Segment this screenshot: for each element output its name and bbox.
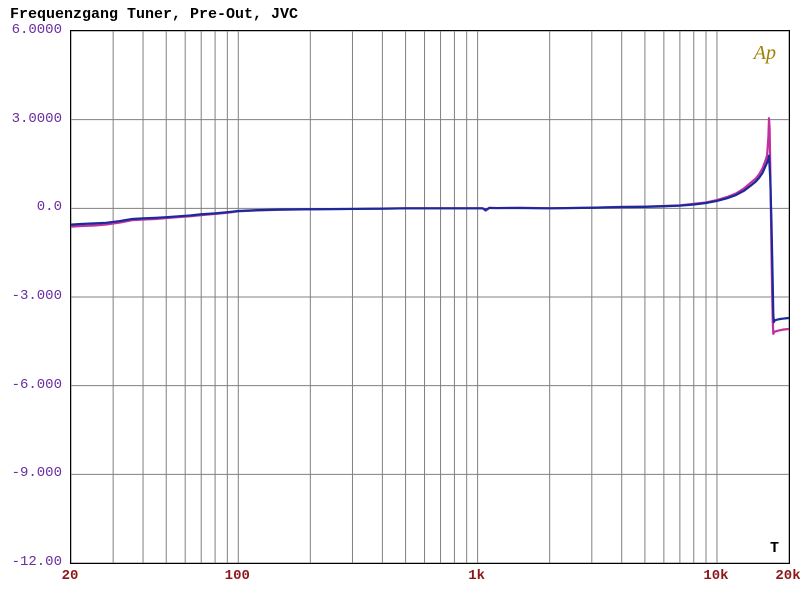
y-tick-label: -6.000 bbox=[0, 377, 62, 393]
t-axis-label: T bbox=[770, 540, 779, 557]
chart-container: Frequenzgang Tuner, Pre-Out, JVC Ap T 6.… bbox=[0, 0, 800, 601]
ap-logo: Ap bbox=[754, 42, 776, 65]
trace-magenta bbox=[71, 118, 789, 334]
x-tick-label: 1k bbox=[447, 568, 507, 584]
x-tick-label: 20k bbox=[758, 568, 800, 584]
x-tick-label: 10k bbox=[686, 568, 746, 584]
plot-svg bbox=[71, 31, 789, 563]
y-tick-label: -3.000 bbox=[0, 288, 62, 304]
x-tick-label: 20 bbox=[40, 568, 100, 584]
y-tick-label: 3.0000 bbox=[0, 111, 62, 127]
x-tick-label: 100 bbox=[207, 568, 267, 584]
y-tick-label: 0.0 bbox=[0, 199, 62, 215]
y-tick-label: -9.000 bbox=[0, 465, 62, 481]
plot-area bbox=[70, 30, 790, 564]
y-tick-label: 6.0000 bbox=[0, 22, 62, 38]
chart-title: Frequenzgang Tuner, Pre-Out, JVC bbox=[10, 6, 298, 23]
